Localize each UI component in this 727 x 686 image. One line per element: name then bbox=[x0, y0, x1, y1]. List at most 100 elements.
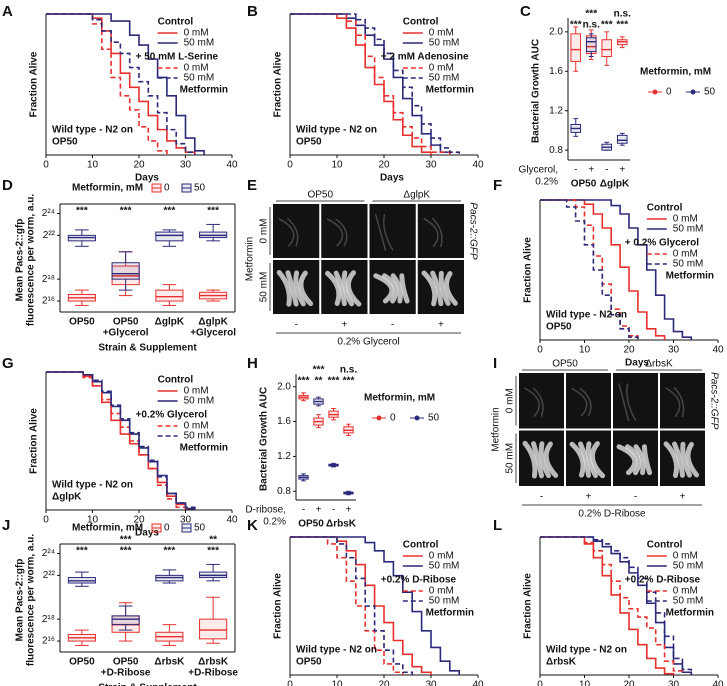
micrograph bbox=[321, 204, 368, 258]
x-tick-label: 20 bbox=[623, 345, 635, 356]
legend-label: 0 mM bbox=[184, 63, 209, 74]
legend-title: + 50 mM L-Serine bbox=[136, 52, 219, 63]
legend-note: Metformin bbox=[426, 608, 474, 619]
worm bbox=[680, 441, 693, 478]
y-tick-label: 0.8 bbox=[277, 486, 291, 497]
group-label: OP50 bbox=[298, 519, 324, 530]
x-tick-label: OP50 bbox=[69, 317, 95, 328]
legend-title: + 2 mM Adenosine bbox=[381, 52, 469, 63]
legend-title: Control bbox=[403, 17, 439, 28]
survival-curve bbox=[290, 13, 460, 155]
worm bbox=[438, 270, 451, 306]
worm bbox=[569, 441, 586, 478]
worm bbox=[335, 218, 348, 247]
x-tick-label: 10 bbox=[579, 345, 591, 356]
y-axis-title: fluorescence per worm, a.u. bbox=[26, 534, 37, 666]
x-tick-label: 40 bbox=[226, 160, 238, 171]
column-label: ΔrbsK bbox=[645, 359, 673, 370]
legend-title: Control bbox=[647, 203, 683, 214]
significance: *** bbox=[120, 546, 132, 557]
worm bbox=[293, 270, 306, 307]
x-tick-label: ΔglpK bbox=[198, 317, 228, 328]
y-tick-label: 2¹⁶ bbox=[42, 296, 55, 307]
worm bbox=[287, 218, 299, 247]
worm bbox=[421, 270, 438, 307]
row-label: 0 mM bbox=[259, 219, 270, 244]
survival-curve bbox=[540, 199, 639, 340]
x-tick-label: 10 bbox=[87, 160, 99, 171]
worm bbox=[672, 441, 685, 478]
legend-title: Control bbox=[158, 375, 194, 386]
significance: *** bbox=[164, 206, 176, 217]
worm bbox=[298, 270, 314, 307]
significance: *** bbox=[616, 20, 628, 31]
y-tick-label: 2.0 bbox=[277, 381, 291, 392]
y-axis-title: Bacterial Growth AUC bbox=[259, 387, 270, 491]
worm bbox=[399, 273, 410, 304]
box bbox=[155, 289, 184, 302]
survival-curve bbox=[46, 13, 196, 155]
worm bbox=[373, 273, 395, 304]
legend-label: 50 mM bbox=[673, 224, 704, 235]
x-tick-label: 40 bbox=[472, 680, 484, 686]
legend-label: 0 mM bbox=[429, 28, 454, 39]
significance: ** bbox=[209, 535, 217, 546]
legend-label: 0 mM bbox=[184, 421, 209, 432]
survival-curve bbox=[290, 536, 432, 675]
legend-label: 50 mM bbox=[673, 596, 704, 607]
worm bbox=[324, 270, 342, 306]
x-tick-label: 30 bbox=[668, 680, 680, 686]
legend-label: 50 mM bbox=[673, 561, 704, 572]
significance: *** bbox=[120, 206, 132, 217]
x-tick-label: + bbox=[346, 505, 352, 516]
y-tick-label: 2¹⁸ bbox=[42, 614, 55, 625]
y-tick-label: 2²² bbox=[43, 230, 56, 241]
x-tick-label: 40 bbox=[472, 160, 484, 171]
x-axis-title: Days bbox=[380, 173, 404, 184]
x-tick-label: 0 bbox=[43, 515, 49, 526]
x-tick-label: 40 bbox=[712, 345, 724, 356]
significance: *** bbox=[313, 365, 325, 376]
legend-label: 50 bbox=[194, 523, 206, 534]
worm bbox=[665, 387, 681, 418]
worm bbox=[345, 270, 362, 307]
worm bbox=[589, 441, 606, 479]
x-label: - bbox=[294, 320, 297, 331]
significance: *** bbox=[585, 9, 597, 20]
worm bbox=[532, 387, 544, 417]
legend-label: 0 bbox=[390, 413, 396, 424]
box bbox=[155, 231, 184, 242]
significance: *** bbox=[76, 206, 88, 217]
worm bbox=[524, 387, 540, 417]
x-tick-label: 0 bbox=[43, 160, 49, 171]
side-label: Pacs-2::GFP bbox=[708, 372, 719, 430]
annotation: Wild type - N2 on bbox=[52, 125, 133, 136]
worm bbox=[381, 273, 399, 304]
legend-label: 50 mM bbox=[184, 73, 215, 84]
survival-curve bbox=[540, 536, 684, 675]
x-tick-label: 0 bbox=[287, 160, 293, 171]
panel-letter: K bbox=[247, 517, 258, 534]
y-axis-title: Mean Pacs-2::gfp bbox=[15, 559, 26, 642]
x-tick-label: 30 bbox=[425, 160, 437, 171]
significance: *** bbox=[601, 20, 613, 31]
significance: n.s. bbox=[340, 365, 357, 376]
annotation: Wild type - N2 on bbox=[52, 480, 133, 491]
row-label: 0.2% bbox=[535, 177, 558, 188]
panel-letter: L bbox=[493, 517, 502, 534]
column-label: ΔglpK bbox=[403, 190, 430, 201]
side-label: Pacs-2::GFP bbox=[467, 202, 478, 260]
annotation: Wild type - N2 on bbox=[296, 125, 377, 136]
significance: *** bbox=[164, 546, 176, 557]
box bbox=[111, 615, 140, 626]
annotation: ΔglpK bbox=[52, 492, 82, 503]
box bbox=[585, 37, 597, 53]
micrograph bbox=[566, 373, 611, 429]
worm bbox=[522, 440, 538, 479]
y-tick-label: 2¹⁸ bbox=[42, 274, 55, 285]
worm bbox=[423, 217, 439, 247]
x-tick-label: 0 bbox=[287, 680, 293, 686]
x-tick-label: +Glycerol bbox=[103, 328, 149, 339]
legend-label: 0 mM bbox=[429, 63, 454, 74]
worm bbox=[538, 441, 552, 479]
